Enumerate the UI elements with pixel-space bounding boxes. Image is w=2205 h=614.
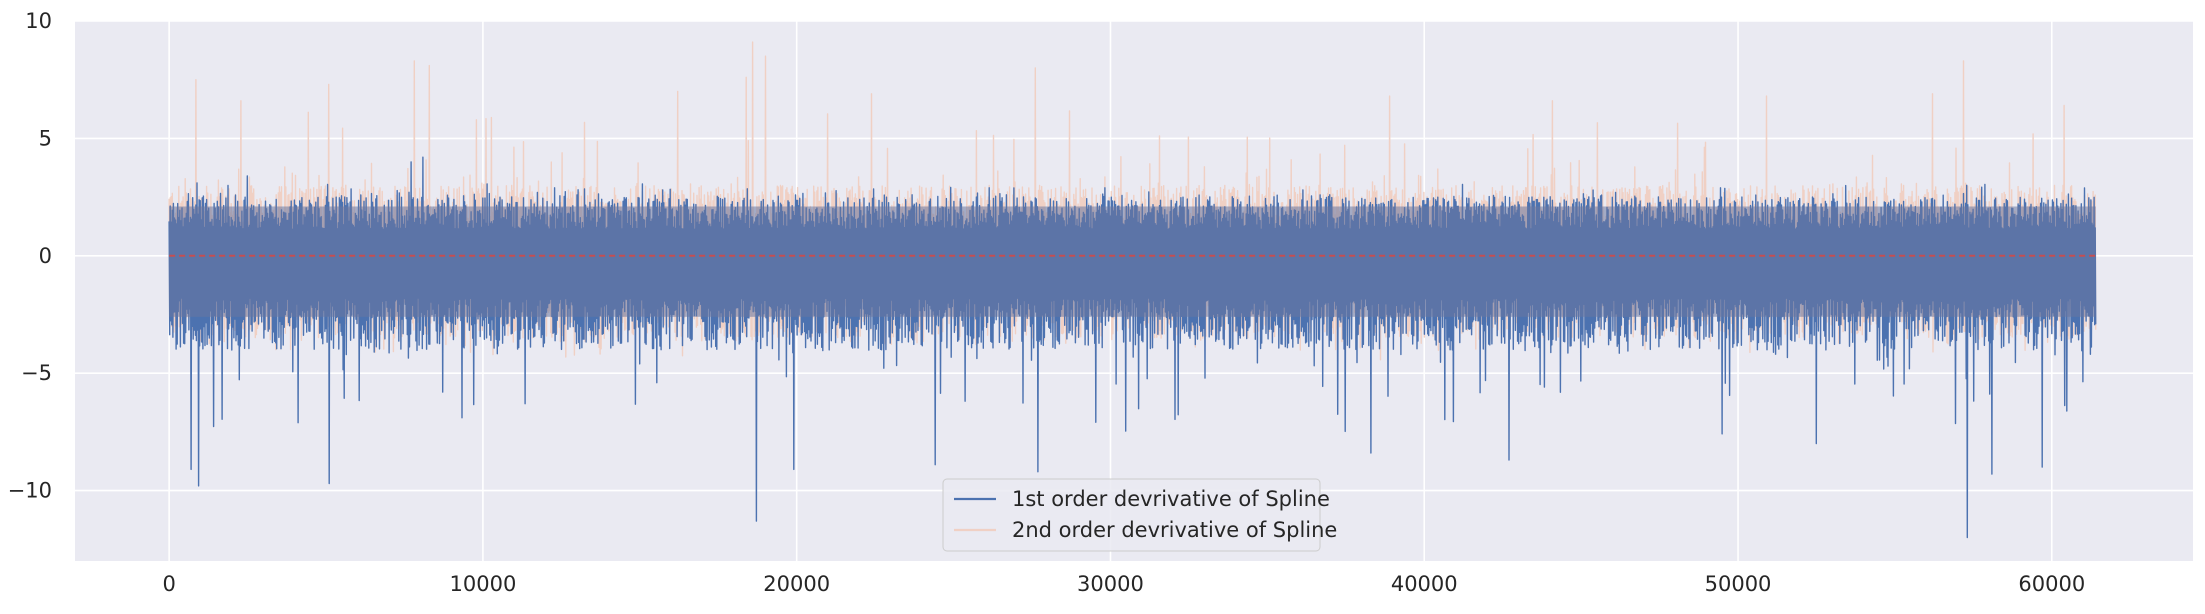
x-tick-label: 0 [162,572,175,596]
x-tick-label: 20000 [763,572,830,596]
legend: 1st order devrivative of Spline 2nd orde… [942,478,1337,552]
y-tick-label: 5 [39,126,52,150]
x-tick-label: 10000 [450,572,517,596]
legend-box [942,478,1321,552]
series-1st-derivative [168,156,2097,539]
x-tick-label: 60000 [2018,572,2085,596]
y-tick-label: −5 [21,361,52,385]
y-axis-ticks: 10 5 0 −5 −10 [8,9,52,503]
x-tick-label: 40000 [1391,572,1458,596]
series-dense-band [169,206,2096,317]
x-tick-label: 50000 [1705,572,1772,596]
x-axis-ticks: 0 10000 20000 30000 40000 50000 60000 [162,572,2085,596]
x-tick-label: 30000 [1077,572,1144,596]
legend-label-2nd: 2nd order devrivative of Spline [1012,518,1337,542]
y-tick-label: 0 [39,244,52,268]
y-tick-label: 10 [25,9,52,33]
legend-label-1st: 1st order devrivative of Spline [1012,487,1330,511]
y-tick-label: −10 [8,479,52,503]
